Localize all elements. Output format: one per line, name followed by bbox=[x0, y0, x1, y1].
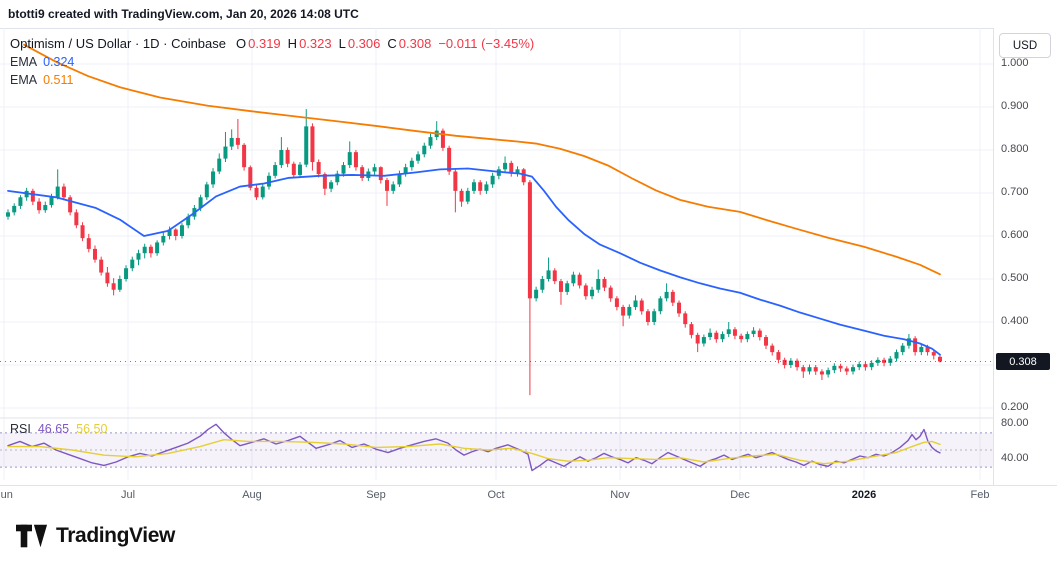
tradingview-logo-text: TradingView bbox=[56, 524, 175, 547]
candlestick-series bbox=[6, 109, 942, 396]
time-axis-divider bbox=[0, 485, 1057, 486]
ohlc-open-value: 0.319 bbox=[248, 36, 281, 51]
rsi-ma-value: 56.50 bbox=[76, 422, 108, 436]
tradingview-logo[interactable]: TradingView bbox=[16, 524, 175, 548]
time-tick-month: Jul bbox=[120, 489, 136, 501]
rsi-label: RSI bbox=[10, 422, 31, 436]
ema-fast-line bbox=[7, 167, 941, 356]
time-tick-month: Feb bbox=[970, 489, 990, 501]
time-tick-year: 2026 bbox=[851, 489, 877, 501]
price-axis[interactable]: USD 0.308 1.000 0.900 0.800 0.700 0.600 0.500… bbox=[994, 28, 1057, 485]
ema-fast-value: 0.324 bbox=[43, 55, 75, 69]
price-axis-divider bbox=[993, 28, 994, 485]
ema-slow-label: EMA bbox=[10, 73, 38, 87]
price-tick-label: 0.400 bbox=[1001, 315, 1029, 327]
grid-lines bbox=[0, 28, 993, 480]
ohlc-low-value: 0.306 bbox=[347, 36, 381, 51]
ohlc-close-value: 0.308 bbox=[398, 36, 432, 51]
indicator-ema-fast-row[interactable]: EMA 0.324 bbox=[10, 53, 541, 71]
ohlc-close-label: C bbox=[387, 36, 397, 51]
time-tick-month: Aug bbox=[242, 489, 262, 501]
symbol-title[interactable]: Optimism / US Dollar · 1D · Coinbase bbox=[10, 36, 226, 51]
ema-slow-line bbox=[23, 43, 941, 276]
rsi-value: 46.65 bbox=[37, 422, 70, 436]
header-divider bbox=[0, 28, 1057, 29]
price-tick-label: 0.600 bbox=[1001, 229, 1029, 241]
indicator-ema-slow-row[interactable]: EMA 0.511 bbox=[10, 71, 541, 89]
time-axis[interactable]: Jun Jul Aug Sep Oct Nov Dec 2026 Feb bbox=[0, 486, 993, 506]
ohlc-open-label: O bbox=[236, 36, 247, 51]
price-tick-label: 1.000 bbox=[1001, 57, 1029, 69]
ema-fast-label: EMA bbox=[10, 55, 38, 69]
time-tick-month: Jun bbox=[0, 489, 13, 501]
time-tick-month: Oct bbox=[487, 489, 505, 501]
rsi-legend-row[interactable]: RSI 46.65 56.50 bbox=[10, 422, 107, 436]
ema-slow-value: 0.511 bbox=[43, 73, 74, 87]
rsi-tick-label: 80.00 bbox=[1001, 417, 1029, 430]
rsi-ma-line bbox=[7, 439, 941, 465]
attribution-text: btotti9 created with TradingView.com, Ja… bbox=[8, 7, 359, 21]
ohlc-high-value: 0.323 bbox=[299, 36, 332, 51]
symbol-legend-row[interactable]: Optimism / US Dollar · 1D · Coinbase O 0.… bbox=[10, 35, 541, 53]
rsi-tick-label: 40.00 bbox=[1001, 451, 1029, 464]
time-tick-month: Dec bbox=[730, 489, 750, 501]
chart-canvas[interactable] bbox=[0, 28, 993, 485]
chart-area[interactable]: Optimism / US Dollar · 1D · Coinbase O 0.… bbox=[0, 28, 993, 485]
last-price-badge: 0.308 bbox=[996, 353, 1050, 371]
time-tick-month: Nov bbox=[610, 489, 630, 501]
ohlc-low-label: L bbox=[338, 36, 346, 51]
price-tick-label: 0.500 bbox=[1001, 272, 1029, 284]
price-tick-label: 0.800 bbox=[1001, 143, 1029, 155]
ohlc-high-label: H bbox=[287, 36, 298, 51]
ohlc-values: O 0.319 H 0.323 L 0.306 C 0.308 −0.011 (−3.45%) bbox=[236, 35, 541, 53]
price-tick-label: 0.900 bbox=[1001, 100, 1029, 112]
time-tick-month: Sep bbox=[366, 489, 386, 501]
currency-button[interactable]: USD bbox=[999, 33, 1051, 58]
change-value: −0.011 (−3.45%) bbox=[438, 36, 535, 51]
price-tick-label: 0.700 bbox=[1001, 186, 1029, 198]
chart-legend: Optimism / US Dollar · 1D · Coinbase O 0.… bbox=[10, 35, 541, 89]
tradingview-logo-icon bbox=[16, 524, 48, 548]
price-tick-label: 0.200 bbox=[1001, 401, 1029, 413]
